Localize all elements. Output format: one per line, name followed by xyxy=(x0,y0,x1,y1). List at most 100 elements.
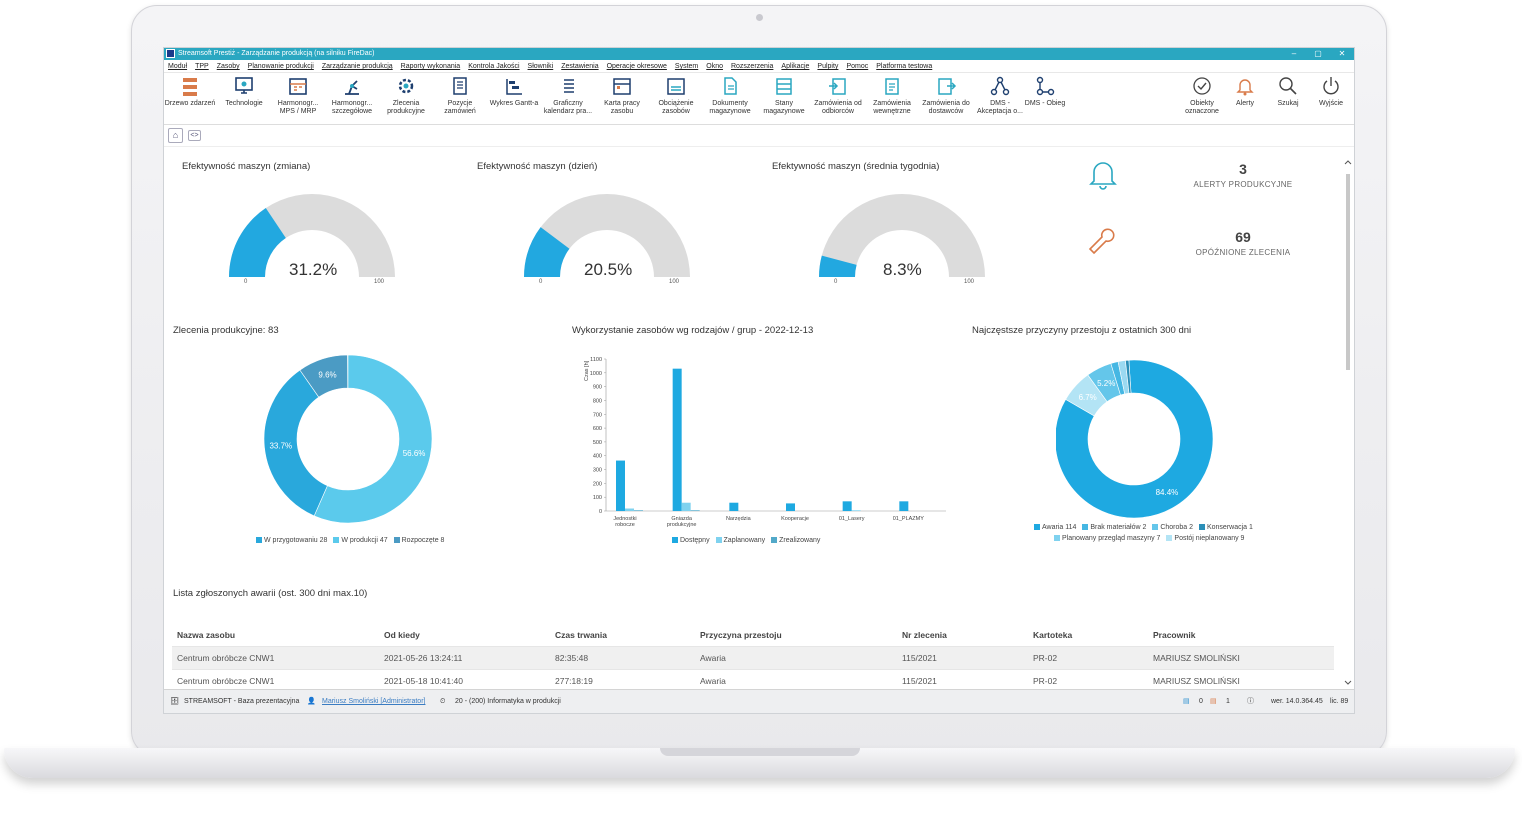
home-icon[interactable]: ⌂ xyxy=(168,128,183,143)
menu-item[interactable]: Zestawienia xyxy=(561,63,599,70)
menu-item[interactable]: Pulpity xyxy=(817,63,839,70)
status-version: wer. 14.0.364.45 xyxy=(1271,698,1323,705)
vertical-scrollbar[interactable] xyxy=(1344,160,1352,690)
legend-item[interactable]: Zrealizowany xyxy=(767,537,820,544)
gauge-fill xyxy=(819,255,857,277)
column-header[interactable]: Przyczyna przestoju xyxy=(695,624,897,647)
legend-item[interactable]: Zaplanowany xyxy=(712,537,765,544)
menu-item[interactable]: Moduł xyxy=(168,63,188,70)
ribbon-stany-button[interactable]: Stany magazynowe xyxy=(758,75,810,116)
y-tick-label: 900 xyxy=(593,385,602,391)
status-license: lic. 89 xyxy=(1330,698,1349,705)
menu-item[interactable]: Okno xyxy=(706,63,723,70)
scroll-up-icon[interactable] xyxy=(1344,160,1352,165)
ribbon-zam-dost-button[interactable]: Zamówienia do dostawców xyxy=(920,75,972,116)
donut-slice xyxy=(313,354,433,524)
column-header[interactable]: Kartoteka xyxy=(1028,624,1148,647)
code-view-icon[interactable]: <> xyxy=(188,130,201,141)
ribbon-harm-mps-button[interactable]: Harmonogr... MPS / MRP xyxy=(272,75,324,116)
database-icon: 🗄 xyxy=(170,698,179,705)
ribbon-kalendarz-button[interactable]: Graficzny kalendarz pra... xyxy=(542,75,594,116)
donut-slice-label: 6.7% xyxy=(1079,393,1097,402)
menu-item[interactable]: Operacje okresowe xyxy=(606,63,667,70)
menu-item[interactable]: Pomoc xyxy=(846,63,869,70)
gauge-max: 100 xyxy=(964,279,975,285)
ribbon-gantt-button[interactable]: Wykres Gantt-a xyxy=(488,75,540,108)
x-tick-label: 01_Lasery xyxy=(839,516,865,522)
ribbon-zam-wew-button[interactable]: Zamówienia wewnętrzne xyxy=(866,75,918,116)
legend-item[interactable]: Rozpoczęte 8 xyxy=(390,537,444,544)
table-row[interactable]: Centrum obróbcze CNW1 2021-05-26 13:24:11… xyxy=(172,646,1334,670)
ribbon-harm-szcz-button[interactable]: Harmonogr... szczegółowe xyxy=(326,75,378,116)
bar-chart-legend: Dostępny Zaplanowany Zrealizowany xyxy=(668,537,820,544)
legend-item[interactable]: Dostępny xyxy=(668,537,710,544)
title-bar: Streamsoft Prestiż - Zarządzanie produkc… xyxy=(164,48,1354,60)
ribbon-karta-button[interactable]: Karta pracy zasobu xyxy=(596,75,648,116)
scroll-thumb[interactable] xyxy=(1346,174,1350,370)
gantt-icon xyxy=(506,79,522,95)
user-icon[interactable]: 👤 xyxy=(307,698,316,705)
legend-item[interactable]: Awaria 114 xyxy=(1030,524,1076,531)
menu-item[interactable]: TPP xyxy=(195,63,209,70)
close-button[interactable]: ✕ xyxy=(1338,49,1346,58)
column-header[interactable]: Od kiedy xyxy=(379,624,550,647)
ribbon-zlecenia-button[interactable]: Zlecenia produkcyjne xyxy=(380,75,432,116)
column-header[interactable]: Nr zlecenia xyxy=(897,624,1028,647)
legend-item[interactable]: Planowany przegląd maszyny 7 xyxy=(1050,535,1160,542)
gauge-max: 100 xyxy=(669,279,680,285)
ribbon-dokumenty-button[interactable]: Dokumenty magazynowe xyxy=(704,75,756,116)
ribbon-pozycje-button[interactable]: Pozycje zamówień xyxy=(434,75,486,116)
menu-item[interactable]: System xyxy=(674,63,699,70)
legend-item[interactable]: W przygotowaniu 28 xyxy=(252,537,327,544)
menu-item[interactable]: Zasoby xyxy=(216,63,240,70)
ribbon-technologie-button[interactable]: Technologie xyxy=(218,75,270,108)
legend-item[interactable]: Choroba 2 xyxy=(1148,524,1193,531)
status-user[interactable]: Mariusz Smoliński [Administrator] xyxy=(322,698,426,705)
ribbon-dms-akc-button[interactable]: DMS - Akceptacja o... xyxy=(974,75,1026,116)
scroll-down-icon[interactable] xyxy=(1344,680,1352,685)
x-tick-label: Kooperacje xyxy=(781,516,809,522)
minimize-button[interactable]: ‒ xyxy=(1291,49,1297,58)
alerts-count[interactable]: 3 xyxy=(1239,161,1247,177)
ribbon-dms-obieg-button[interactable]: DMS - Obieg xyxy=(1018,75,1072,108)
gauge-value: 8.3% xyxy=(883,260,922,279)
menu-item[interactable]: Kontrola Jakości xyxy=(468,63,520,70)
documents-icon[interactable]: ▤ xyxy=(1183,698,1190,705)
column-header[interactable]: Czas trwania xyxy=(550,624,695,647)
legend-item[interactable]: Postój nieplanowany 9 xyxy=(1162,535,1244,542)
ribbon-alerty-button[interactable]: Alerty xyxy=(1219,75,1271,108)
menu-item[interactable]: Rozszerzenia xyxy=(730,63,774,70)
menu-item[interactable]: Raporty wykonania xyxy=(400,63,461,70)
ribbon-wyjscie-button[interactable]: Wyjście xyxy=(1305,75,1354,108)
ribbon-drzewo-button[interactable]: Drzewo zdarzeń xyxy=(164,75,216,108)
dashboard: Efektywność maszyn (zmiana) Efektywność … xyxy=(164,147,1344,693)
ribbon-szukaj-button[interactable]: Szukaj xyxy=(1262,75,1314,108)
ribbon-obiekty-button[interactable]: Obiekty oznaczone xyxy=(1176,75,1228,116)
maximize-button[interactable]: ▢ xyxy=(1314,49,1322,58)
warehouse-icon xyxy=(776,78,792,95)
menu-item[interactable]: Słowniki xyxy=(527,63,554,70)
delayed-count[interactable]: 69 xyxy=(1235,229,1251,245)
tasks-icon[interactable]: ▤ xyxy=(1210,698,1217,705)
y-tick-label: 1000 xyxy=(590,371,602,377)
legend-item[interactable]: Brak materiałów 2 xyxy=(1078,524,1146,531)
menu-item[interactable]: Zarządzanie produkcją xyxy=(321,63,393,70)
menu-item[interactable]: Platforma testowa xyxy=(876,63,933,70)
x-tick-label: 01_PLAZMY xyxy=(893,516,925,522)
menu-item[interactable]: Planowanie produkcji xyxy=(247,63,314,70)
legend-item[interactable]: W produkcji 47 xyxy=(329,537,388,544)
donut-slice-label: 56.6% xyxy=(403,449,426,458)
alerts-label: ALERTY PRODUKCYJNE xyxy=(1193,180,1293,189)
column-header[interactable]: Pracownik xyxy=(1148,624,1334,647)
ribbon-zam-odb-button[interactable]: Zamówienia od odbiorców xyxy=(812,75,864,116)
clipboard-icon xyxy=(885,78,899,95)
ribbon-obciazenie-button[interactable]: Obciążenie zasobów xyxy=(650,75,702,116)
bar xyxy=(634,510,643,511)
legend-item[interactable]: Konserwacja 1 xyxy=(1195,524,1253,531)
bar xyxy=(729,502,739,511)
info-icon[interactable]: ⓘ xyxy=(1247,698,1254,705)
menu-item[interactable]: Aplikacje xyxy=(781,63,810,70)
bar xyxy=(672,368,682,511)
table-row[interactable]: Centrum obróbcze CNW1 2021-05-18 10:41:40… xyxy=(172,669,1334,693)
column-header[interactable]: Nazwa zasobu xyxy=(172,624,379,647)
